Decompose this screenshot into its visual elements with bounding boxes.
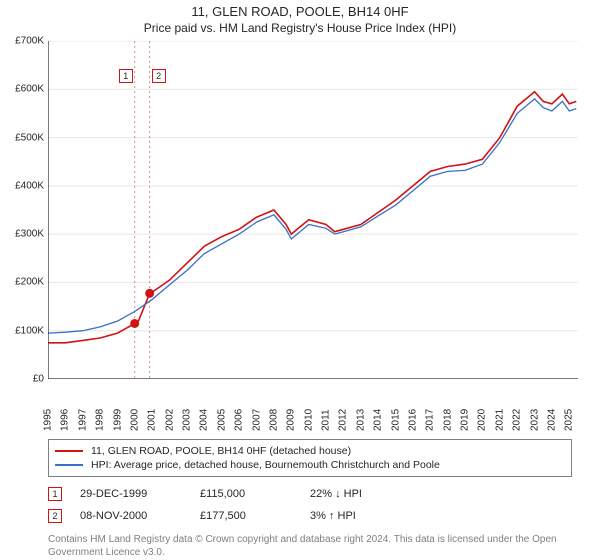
tx-marker-box: 2: [152, 69, 166, 83]
y-tick-label: £700K: [0, 36, 44, 47]
x-tick-label: 1997: [77, 379, 88, 431]
legend-label: 11, GLEN ROAD, POOLE, BH14 0HF (detached…: [91, 445, 351, 457]
tx-price: £177,500: [200, 510, 310, 522]
y-tick-label: £500K: [0, 132, 44, 143]
chart-subtitle: Price paid vs. HM Land Registry's House …: [0, 19, 600, 41]
legend-swatch: [55, 464, 83, 466]
y-tick-label: £200K: [0, 277, 44, 288]
footnote-text: Contains HM Land Registry data © Crown c…: [48, 533, 572, 559]
legend-swatch: [55, 450, 83, 452]
x-tick-label: 2014: [373, 379, 384, 431]
plot-svg: [48, 41, 578, 379]
tx-row: 1 29-DEC-1999£115,00022% ↓ HPI: [48, 483, 572, 505]
x-tick-label: 1996: [60, 379, 71, 431]
x-tick-label: 2018: [442, 379, 453, 431]
tx-price: £115,000: [200, 488, 310, 500]
tx-marker-icon: 2: [48, 509, 62, 523]
x-tick-label: 2001: [147, 379, 158, 431]
x-tick-label: 2007: [251, 379, 262, 431]
legend-box: 11, GLEN ROAD, POOLE, BH14 0HF (detached…: [48, 439, 572, 477]
x-tick-label: 2004: [199, 379, 210, 431]
y-tick-label: £300K: [0, 229, 44, 240]
x-tick-label: 2017: [425, 379, 436, 431]
legend-row: 11, GLEN ROAD, POOLE, BH14 0HF (detached…: [55, 444, 565, 458]
x-tick-label: 2015: [390, 379, 401, 431]
tx-marker-box: 1: [119, 69, 133, 83]
x-tick-label: 2016: [407, 379, 418, 431]
x-tick-label: 2011: [321, 379, 332, 431]
x-tick-label: 1999: [112, 379, 123, 431]
x-tick-label: 1995: [43, 379, 54, 431]
x-tick-label: 2025: [564, 379, 575, 431]
tx-date: 29-DEC-1999: [80, 488, 200, 500]
legend-label: HPI: Average price, detached house, Bour…: [91, 459, 440, 471]
x-tick-label: 2013: [355, 379, 366, 431]
x-tick-label: 2020: [477, 379, 488, 431]
x-tick-label: 2003: [182, 379, 193, 431]
x-tick-label: 2010: [303, 379, 314, 431]
x-tick-label: 2002: [164, 379, 175, 431]
chart-title: 11, GLEN ROAD, POOLE, BH14 0HF: [0, 0, 600, 19]
tx-marker-icon: 1: [48, 487, 62, 501]
x-tick-label: 1998: [95, 379, 106, 431]
transactions-table: 1 29-DEC-1999£115,00022% ↓ HPI 2 08-NOV-200…: [48, 483, 572, 527]
x-tick-label: 2023: [529, 379, 540, 431]
x-tick-label: 2012: [338, 379, 349, 431]
y-tick-label: £100K: [0, 325, 44, 336]
x-tick-label: 2000: [129, 379, 140, 431]
x-tick-label: 2005: [216, 379, 227, 431]
tx-row: 2 08-NOV-2000£177,5003% ↑ HPI: [48, 505, 572, 527]
x-tick-label: 2021: [494, 379, 505, 431]
x-tick-label: 2009: [286, 379, 297, 431]
tx-date: 08-NOV-2000: [80, 510, 200, 522]
x-tick-label: 2008: [268, 379, 279, 431]
y-tick-label: £400K: [0, 180, 44, 191]
x-tick-label: 2024: [546, 379, 557, 431]
tx-change: 3% ↑ HPI: [310, 510, 400, 522]
legend-row: HPI: Average price, detached house, Bour…: [55, 458, 565, 472]
chart-area: £0£100K£200K£300K£400K£500K£600K£700K199…: [0, 41, 600, 431]
y-tick-label: £600K: [0, 84, 44, 95]
x-tick-label: 2006: [234, 379, 245, 431]
x-tick-label: 2019: [460, 379, 471, 431]
x-tick-label: 2022: [512, 379, 523, 431]
y-tick-label: £0: [0, 374, 44, 385]
tx-change: 22% ↓ HPI: [310, 488, 400, 500]
